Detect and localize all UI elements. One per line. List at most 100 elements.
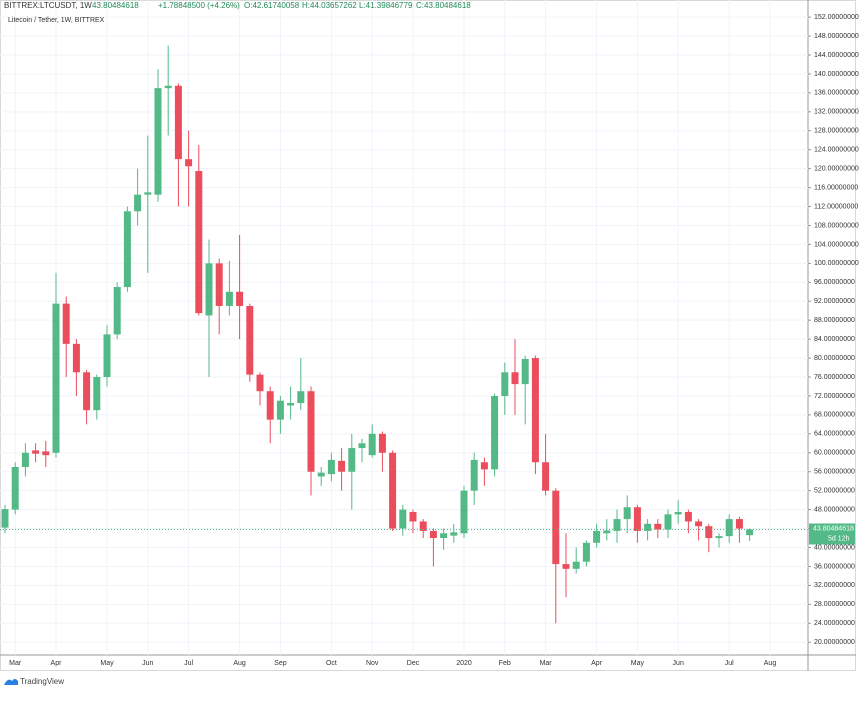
y-tick-label: 116.00000000 <box>814 184 858 191</box>
candle-body <box>185 159 193 167</box>
header: BITTREX:LTCUSDT, 1W 43.80484618 +1.78848… <box>4 1 471 10</box>
candle-body <box>389 452 397 529</box>
y-tick-label: 92.00000000 <box>814 298 855 305</box>
y-tick-label: 148.00000000 <box>814 33 859 40</box>
logo: TradingView <box>4 677 64 686</box>
candle-body <box>450 532 458 536</box>
candle-body <box>348 448 356 472</box>
candle-body <box>378 433 386 453</box>
y-tick-label: 40.00000000 <box>814 544 855 551</box>
y-tick-label: 128.00000000 <box>814 128 859 135</box>
candle-body <box>113 287 121 335</box>
candle-body <box>266 391 274 420</box>
y-tick-label: 60.00000000 <box>814 450 855 457</box>
y-tick-label: 56.00000000 <box>814 469 855 476</box>
y-tick-label: 96.00000000 <box>814 279 855 286</box>
x-tick-label: Aug <box>764 660 777 667</box>
y-tick-label: 124.00000000 <box>814 147 859 154</box>
open: O:42.61740058 <box>244 1 300 10</box>
y-tick-label: 68.00000000 <box>814 412 855 419</box>
candle-body <box>746 529 754 536</box>
last: 43.80484618 <box>92 1 139 10</box>
x-tick-label: Mar <box>540 660 553 667</box>
candle-body <box>623 507 631 520</box>
candle-body <box>62 303 70 344</box>
candle-body <box>480 462 488 470</box>
candle-body <box>21 452 29 467</box>
candle-body <box>72 343 80 373</box>
candle-body <box>664 514 672 530</box>
candle-body <box>307 391 315 472</box>
x-tick-label: 2020 <box>456 660 472 667</box>
candle-body <box>684 511 692 522</box>
countdown: 5d 12h <box>828 535 850 542</box>
candle-body <box>123 211 131 288</box>
candle-body <box>205 263 213 316</box>
logo-icon <box>4 679 18 685</box>
y-tick-label: 52.00000000 <box>814 488 855 495</box>
candle-body <box>134 194 142 212</box>
y-tick-label: 88.00000000 <box>814 317 855 324</box>
candle-body <box>562 564 570 569</box>
candle-body <box>501 372 509 396</box>
candle-body <box>287 403 295 406</box>
candle-body <box>470 459 478 491</box>
candle-body <box>695 521 703 527</box>
candle-body <box>144 192 152 195</box>
candle-body <box>440 533 448 539</box>
x-tick-label: Sep <box>274 660 287 667</box>
candle-body <box>644 523 652 531</box>
y-tick-label: 72.00000000 <box>814 393 855 400</box>
x-tick-label: Apr <box>591 660 603 667</box>
candle-body <box>297 391 305 404</box>
candle-body <box>164 85 172 89</box>
x-tick-label: May <box>631 660 645 667</box>
x-tick-label: Mar <box>9 660 22 667</box>
candle-body <box>460 490 468 534</box>
candle-body <box>399 509 407 529</box>
y-tick-label: 112.00000000 <box>814 203 858 210</box>
y-tick-label: 48.00000000 <box>814 506 855 513</box>
y-tick-label: 36.00000000 <box>814 563 855 570</box>
candle-body <box>674 511 682 515</box>
candle-body <box>236 291 244 306</box>
candle-body <box>11 466 19 510</box>
price-label: 43.80484618 <box>813 525 854 532</box>
y-tick-label: 104.00000000 <box>814 241 859 248</box>
candle-body <box>83 372 91 411</box>
candle-body <box>368 433 376 456</box>
candle-body <box>276 400 284 420</box>
plot <box>0 0 808 655</box>
candle-body <box>327 459 335 475</box>
candle-body <box>582 542 590 562</box>
candle-body <box>491 395 499 470</box>
x-tick-label: Jul <box>184 660 193 667</box>
y-tick-label: 20.00000000 <box>814 639 855 646</box>
y-tick-label: 32.00000000 <box>814 582 855 589</box>
x-tick-label: Jun <box>673 660 684 667</box>
change: +1.78848500 (+4.26%) <box>158 1 240 10</box>
candle-body <box>725 519 733 537</box>
x-tick-label: May <box>100 660 114 667</box>
x-tick-label: Nov <box>366 660 379 667</box>
candle-body <box>409 511 417 522</box>
y-tick-label: 24.00000000 <box>814 620 855 627</box>
pane-label: Litecoin / Tether, 1W, BITTREX <box>8 17 105 24</box>
candle-body <box>735 519 743 529</box>
candle-body <box>225 291 233 306</box>
x-tick-label: Apr <box>51 660 63 667</box>
low: L:41.39846779 <box>359 1 413 10</box>
x-tick-label: Jul <box>725 660 734 667</box>
y-tick-label: 152.00000000 <box>814 14 859 21</box>
high: H:44.03657262 <box>302 1 357 10</box>
y-tick-label: 64.00000000 <box>814 431 855 438</box>
candle-body <box>195 171 203 314</box>
candle-body <box>42 451 50 456</box>
candle-body <box>215 263 223 306</box>
price-badge <box>809 523 855 545</box>
candle-body <box>542 462 550 491</box>
candle-body <box>338 460 346 472</box>
y-tick-label: 144.00000000 <box>814 52 859 59</box>
candle-body <box>654 523 662 530</box>
